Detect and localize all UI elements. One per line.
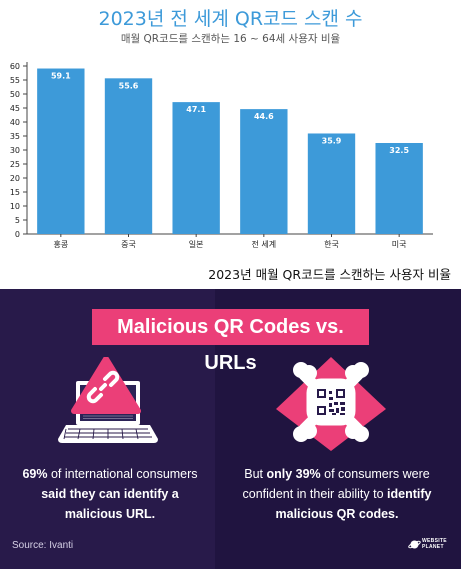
- left-stat-text-1: of international consumers: [47, 467, 198, 481]
- y-tick-label: 60: [10, 62, 20, 71]
- right-stat-text: But only 39% of consumers were confident…: [226, 464, 448, 524]
- y-tick-label: 55: [10, 76, 20, 85]
- logo-line-1: WEBSITE: [422, 538, 447, 544]
- y-tick-label: 20: [10, 174, 20, 183]
- bar-chart: 0 5 10 15 20 25 30 35 40 45 50 55 60 59.1 홍콩 55.6 중국 47.1…: [10, 62, 433, 249]
- source-text: Source: Ivanti: [12, 540, 74, 551]
- logo-line-2: PLANET: [422, 544, 444, 550]
- x-tick-label: 중국: [121, 240, 136, 249]
- bar: [307, 133, 356, 234]
- chart-subtitle: 매월 QR코드를 스캔하는 16 ~ 64세 사용자 비율: [120, 33, 341, 45]
- bar-value-label: 35.9: [322, 136, 342, 145]
- bar: [240, 109, 288, 234]
- x-tick-label: 일본: [189, 240, 204, 249]
- qr-skull-icon: [276, 357, 386, 451]
- x-tick-label: 미국: [392, 240, 407, 249]
- bar: [375, 143, 423, 234]
- infographic-panel: Malicious QR Codes vs. URLs: [0, 289, 461, 569]
- bar-value-label: 47.1: [186, 105, 206, 114]
- right-stat-bold-2: identify malicious QR codes.: [275, 487, 432, 521]
- left-stat-bold-2: said they can identify a malicious URL.: [41, 487, 179, 521]
- y-tick-label: 10: [10, 202, 20, 211]
- right-stat-text-1: But: [244, 467, 267, 481]
- left-stat-bold-1: 69%: [22, 467, 48, 481]
- bar-value-label: 59.1: [51, 72, 71, 81]
- y-tick-label: 30: [10, 146, 20, 155]
- left-stat-text: 69% of international consumers said they…: [12, 464, 208, 524]
- y-tick-label: 45: [10, 104, 20, 113]
- bar: [37, 68, 85, 234]
- planet-logo-icon: [408, 540, 421, 549]
- y-tick-label: 25: [10, 160, 20, 169]
- y-tick-label: 0: [15, 230, 20, 239]
- x-tick-label: 홍콩: [53, 239, 68, 249]
- bar: [104, 78, 153, 234]
- y-tick-label: 35: [10, 132, 20, 141]
- y-tick-label: 15: [10, 188, 20, 197]
- right-stat-text-2: of consumers were confident in their abi…: [242, 467, 430, 501]
- laptop-warning-icon: [58, 357, 158, 443]
- banner-title: Malicious QR Codes vs. URLs: [92, 309, 369, 374]
- chart-title: 2023년 전 세계 QR코드 스캔 수: [98, 8, 363, 30]
- bar-value-label: 44.6: [254, 112, 274, 121]
- bar-value-label: 32.5: [389, 146, 409, 155]
- logo-text: WEBSITE PLANET: [422, 538, 447, 550]
- right-stat-bold-1: only 39%: [266, 467, 321, 481]
- x-tick-label: 한국: [324, 240, 339, 249]
- y-tick-label: 40: [10, 118, 20, 127]
- bar-value-label: 55.6: [119, 81, 139, 90]
- chart-caption: 2023년 매월 QR코드를 스캔하는 사용자 비율: [208, 267, 451, 282]
- y-tick-label: 50: [10, 90, 20, 99]
- y-tick-label: 5: [15, 216, 20, 225]
- x-tick-label: 전 세계: [252, 239, 277, 249]
- chart-panel: 2023년 전 세계 QR코드 스캔 수 매월 QR코드를 스캔하는 16 ~ …: [9, 8, 451, 282]
- website-planet-logo: WEBSITE PLANET: [408, 535, 452, 555]
- bar: [172, 102, 220, 234]
